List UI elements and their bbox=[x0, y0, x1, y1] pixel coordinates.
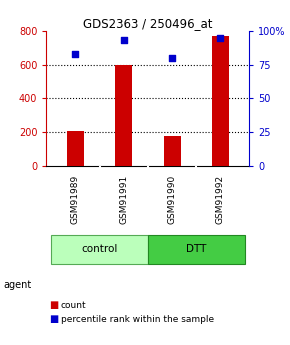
Title: GDS2363 / 250496_at: GDS2363 / 250496_at bbox=[83, 17, 213, 30]
Bar bbox=[164, 136, 180, 166]
Bar bbox=[67, 131, 84, 166]
Text: GSM91990: GSM91990 bbox=[168, 175, 177, 224]
Text: ■: ■ bbox=[49, 314, 59, 324]
Text: GSM91989: GSM91989 bbox=[71, 175, 80, 224]
Point bbox=[73, 51, 78, 57]
Bar bbox=[148, 235, 244, 264]
Text: control: control bbox=[81, 245, 118, 255]
Bar bbox=[212, 36, 229, 166]
Text: GSM91992: GSM91992 bbox=[216, 175, 225, 224]
Text: DTT: DTT bbox=[186, 245, 206, 255]
Point bbox=[170, 55, 174, 61]
Bar bbox=[51, 235, 148, 264]
Point bbox=[122, 38, 126, 43]
Text: ■: ■ bbox=[49, 300, 59, 310]
Text: count: count bbox=[61, 301, 86, 310]
Text: agent: agent bbox=[3, 280, 31, 289]
Point bbox=[218, 35, 223, 41]
Text: percentile rank within the sample: percentile rank within the sample bbox=[61, 315, 214, 324]
Text: GSM91991: GSM91991 bbox=[119, 175, 128, 224]
Bar bbox=[115, 65, 132, 166]
